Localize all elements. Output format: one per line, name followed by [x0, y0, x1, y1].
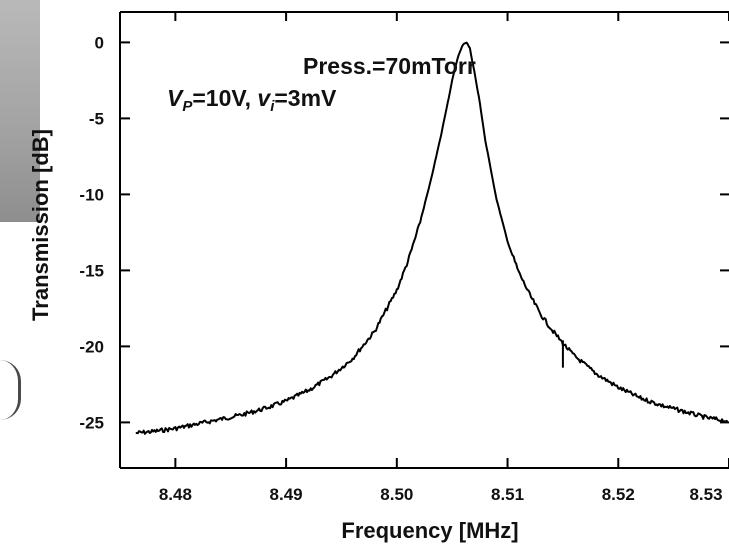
- y-tick-label: -15: [79, 261, 104, 280]
- y-tick-label: 0: [95, 33, 104, 52]
- x-axis-label: Frequency [MHz]: [341, 518, 518, 543]
- y-axis-label: Transmission [dB]: [28, 129, 53, 321]
- x-tick-label: 8.49: [270, 485, 303, 504]
- vp-value: =10V,: [192, 85, 257, 111]
- y-axis-ticks: 0 -5 -10 -15 -20 -25: [79, 33, 729, 432]
- y-tick-label: -25: [79, 413, 104, 432]
- annotation-pressure: Press.=70mTorr: [303, 53, 476, 79]
- y-tick-label: -20: [79, 337, 104, 356]
- plot-area: [120, 12, 729, 468]
- x-tick-label: 8.48: [159, 485, 192, 504]
- annotation-voltages: VP=10V, vi=3mV: [167, 85, 337, 115]
- vi-symbol: v: [257, 85, 271, 111]
- x-tick-label: 8.52: [602, 485, 635, 504]
- y-tick-label: -10: [79, 185, 104, 204]
- vp-symbol: V: [167, 85, 184, 111]
- x-tick-label: 8.53: [689, 485, 722, 504]
- x-tick-label: 8.51: [491, 485, 524, 504]
- vi-value: =3mV: [274, 85, 337, 111]
- x-axis-ticks: 8.48 8.49 8.50 8.51 8.52 8.53: [159, 12, 729, 504]
- vp-subscript: P: [182, 98, 193, 115]
- vi-subscript: i: [270, 98, 275, 115]
- plot-frame: [119, 11, 729, 469]
- background-photo-panel: [0, 0, 40, 222]
- transmission-trace: [135, 41, 728, 435]
- x-tick-label: 8.50: [380, 485, 413, 504]
- y-tick-label: -5: [89, 109, 104, 128]
- background-edge-mark: [0, 360, 21, 420]
